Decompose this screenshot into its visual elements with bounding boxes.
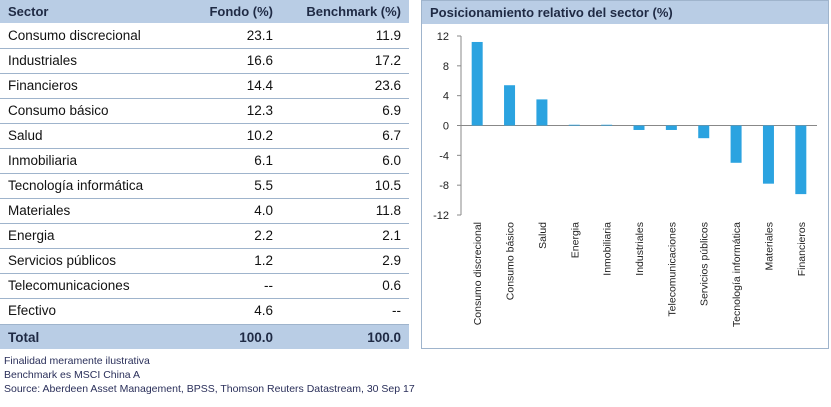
benchmark-cell: 6.0 [382, 153, 401, 168]
benchmark-cell: 0.6 [382, 278, 401, 293]
table-header: Sector Fondo (%) Benchmark (%) [0, 0, 409, 23]
sector-cell: Inmobiliaria [8, 153, 78, 168]
benchmark-cell: 2.1 [382, 228, 401, 243]
y-tick-label: 8 [443, 61, 449, 73]
sector-cell: Financieros [8, 78, 78, 93]
table-row: Salud 10.2 6.7 [0, 123, 409, 149]
header-benchmark: Benchmark (%) [306, 4, 401, 19]
bar [536, 99, 548, 126]
x-tick-label: Inmobiliaria [602, 222, 614, 276]
x-tick-label: Salud [537, 222, 549, 249]
y-tick-label: -8 [439, 180, 449, 192]
fondo-cell: 16.6 [246, 53, 273, 68]
y-tick-label: 12 [437, 31, 449, 43]
fondo-cell: 5.5 [254, 178, 273, 193]
x-tick-label: Tecnología informática [731, 222, 743, 327]
relative-position-chart: 12 8 4 0 -4 -8 -12 Consumo discrecional Consumo … [433, 31, 817, 327]
y-tick-label: -12 [433, 210, 449, 222]
fondo-cell: -- [264, 278, 273, 293]
total-fondo: 100.0 [239, 330, 273, 345]
x-tick-label: Industriales [634, 222, 646, 276]
sector-cell: Consumo discrecional [8, 28, 141, 43]
y-tick-label: 0 [443, 121, 449, 133]
bar [795, 125, 807, 195]
total-row: Total 100.0 100.0 [0, 325, 409, 349]
header-sector: Sector [8, 4, 49, 19]
y-tick-label: -4 [439, 150, 449, 162]
table-row: Industriales 16.6 17.2 [0, 48, 409, 74]
table-row: Materiales 4.0 11.8 [0, 198, 409, 224]
sector-cell: Industriales [8, 53, 78, 68]
x-tick-label: Consumo discrecional [472, 222, 484, 325]
header-fondo: Fondo (%) [209, 4, 273, 19]
x-tick-label: Telecomunicaciones [666, 222, 678, 317]
table-row: Efectivo 4.6 -- [0, 298, 409, 325]
table-row: Financieros 14.4 23.6 [0, 73, 409, 99]
x-tick-label: Consumo básico [505, 222, 517, 300]
fondo-cell: 14.4 [246, 78, 273, 93]
benchmark-cell: 11.9 [375, 28, 401, 43]
x-tick-label: Financieros [796, 222, 808, 276]
fondo-cell: 10.2 [246, 128, 273, 143]
fondo-cell: 12.3 [246, 103, 273, 118]
table-row: Energia 2.2 2.1 [0, 223, 409, 249]
table-row: Tecnología informática 5.5 10.5 [0, 173, 409, 199]
chart-title-bar: Posicionamiento relativo del sector (%) [422, 1, 828, 24]
footnotes: Finalidad meramente ilustrativa Benchmar… [4, 354, 415, 396]
bar [568, 124, 580, 126]
fondo-cell: 4.6 [254, 303, 273, 318]
sector-cell: Consumo básico [8, 103, 109, 118]
bar [633, 125, 645, 130]
bar [762, 125, 774, 184]
chart-title: Posicionamiento relativo del sector (%) [430, 5, 673, 20]
table-row: Servicios públicos 1.2 2.9 [0, 248, 409, 274]
table-row: Inmobiliaria 6.1 6.0 [0, 148, 409, 174]
total-benchmark: 100.0 [367, 330, 401, 345]
note-source: Source: Aberdeen Asset Management, BPSS,… [4, 383, 415, 395]
bar [471, 41, 483, 126]
sector-cell: Tecnología informática [8, 178, 144, 193]
chart-panel: Posicionamiento relativo del sector (%) … [421, 0, 829, 349]
x-tick-label: Energia [569, 222, 581, 258]
benchmark-cell: 6.9 [382, 103, 401, 118]
table-row: Consumo básico 12.3 6.9 [0, 98, 409, 124]
bar [698, 125, 710, 139]
sector-cell: Salud [8, 128, 43, 143]
sector-cell: Telecomunicaciones [8, 278, 130, 293]
fondo-cell: 23.1 [246, 28, 273, 43]
benchmark-cell: 6.7 [382, 128, 401, 143]
bar [601, 124, 613, 126]
benchmark-cell: 2.9 [382, 253, 401, 268]
sector-cell: Efectivo [8, 303, 57, 318]
bar [730, 125, 742, 163]
benchmark-cell: 11.8 [375, 203, 401, 218]
fondo-cell: 2.2 [254, 228, 273, 243]
note-benchmark: Benchmark es MSCI China A [4, 369, 140, 381]
fondo-cell: 6.1 [254, 153, 273, 168]
benchmark-cell: 23.6 [374, 78, 401, 93]
x-tick-label: Servicios públicos [699, 222, 711, 306]
bar [504, 85, 516, 126]
sector-cell: Materiales [8, 203, 71, 218]
total-label: Total [8, 330, 40, 345]
table-row: Telecomunicaciones -- 0.6 [0, 273, 409, 299]
benchmark-cell: 10.5 [374, 178, 401, 193]
fondo-cell: 1.2 [254, 253, 273, 268]
sector-cell: Servicios públicos [8, 253, 117, 268]
sector-cell: Energia [8, 228, 55, 243]
note-illustrative: Finalidad meramente ilustrativa [4, 355, 150, 367]
bar [665, 125, 677, 130]
y-tick-label: 4 [443, 91, 449, 103]
x-tick-label: Materiales [763, 222, 775, 270]
fondo-cell: 4.0 [254, 203, 273, 218]
sector-table: Sector Fondo (%) Benchmark (%) Consumo d… [0, 0, 409, 349]
table-row: Consumo discrecional 23.1 11.9 [0, 23, 409, 49]
benchmark-cell: -- [392, 303, 401, 318]
benchmark-cell: 17.2 [374, 53, 401, 68]
